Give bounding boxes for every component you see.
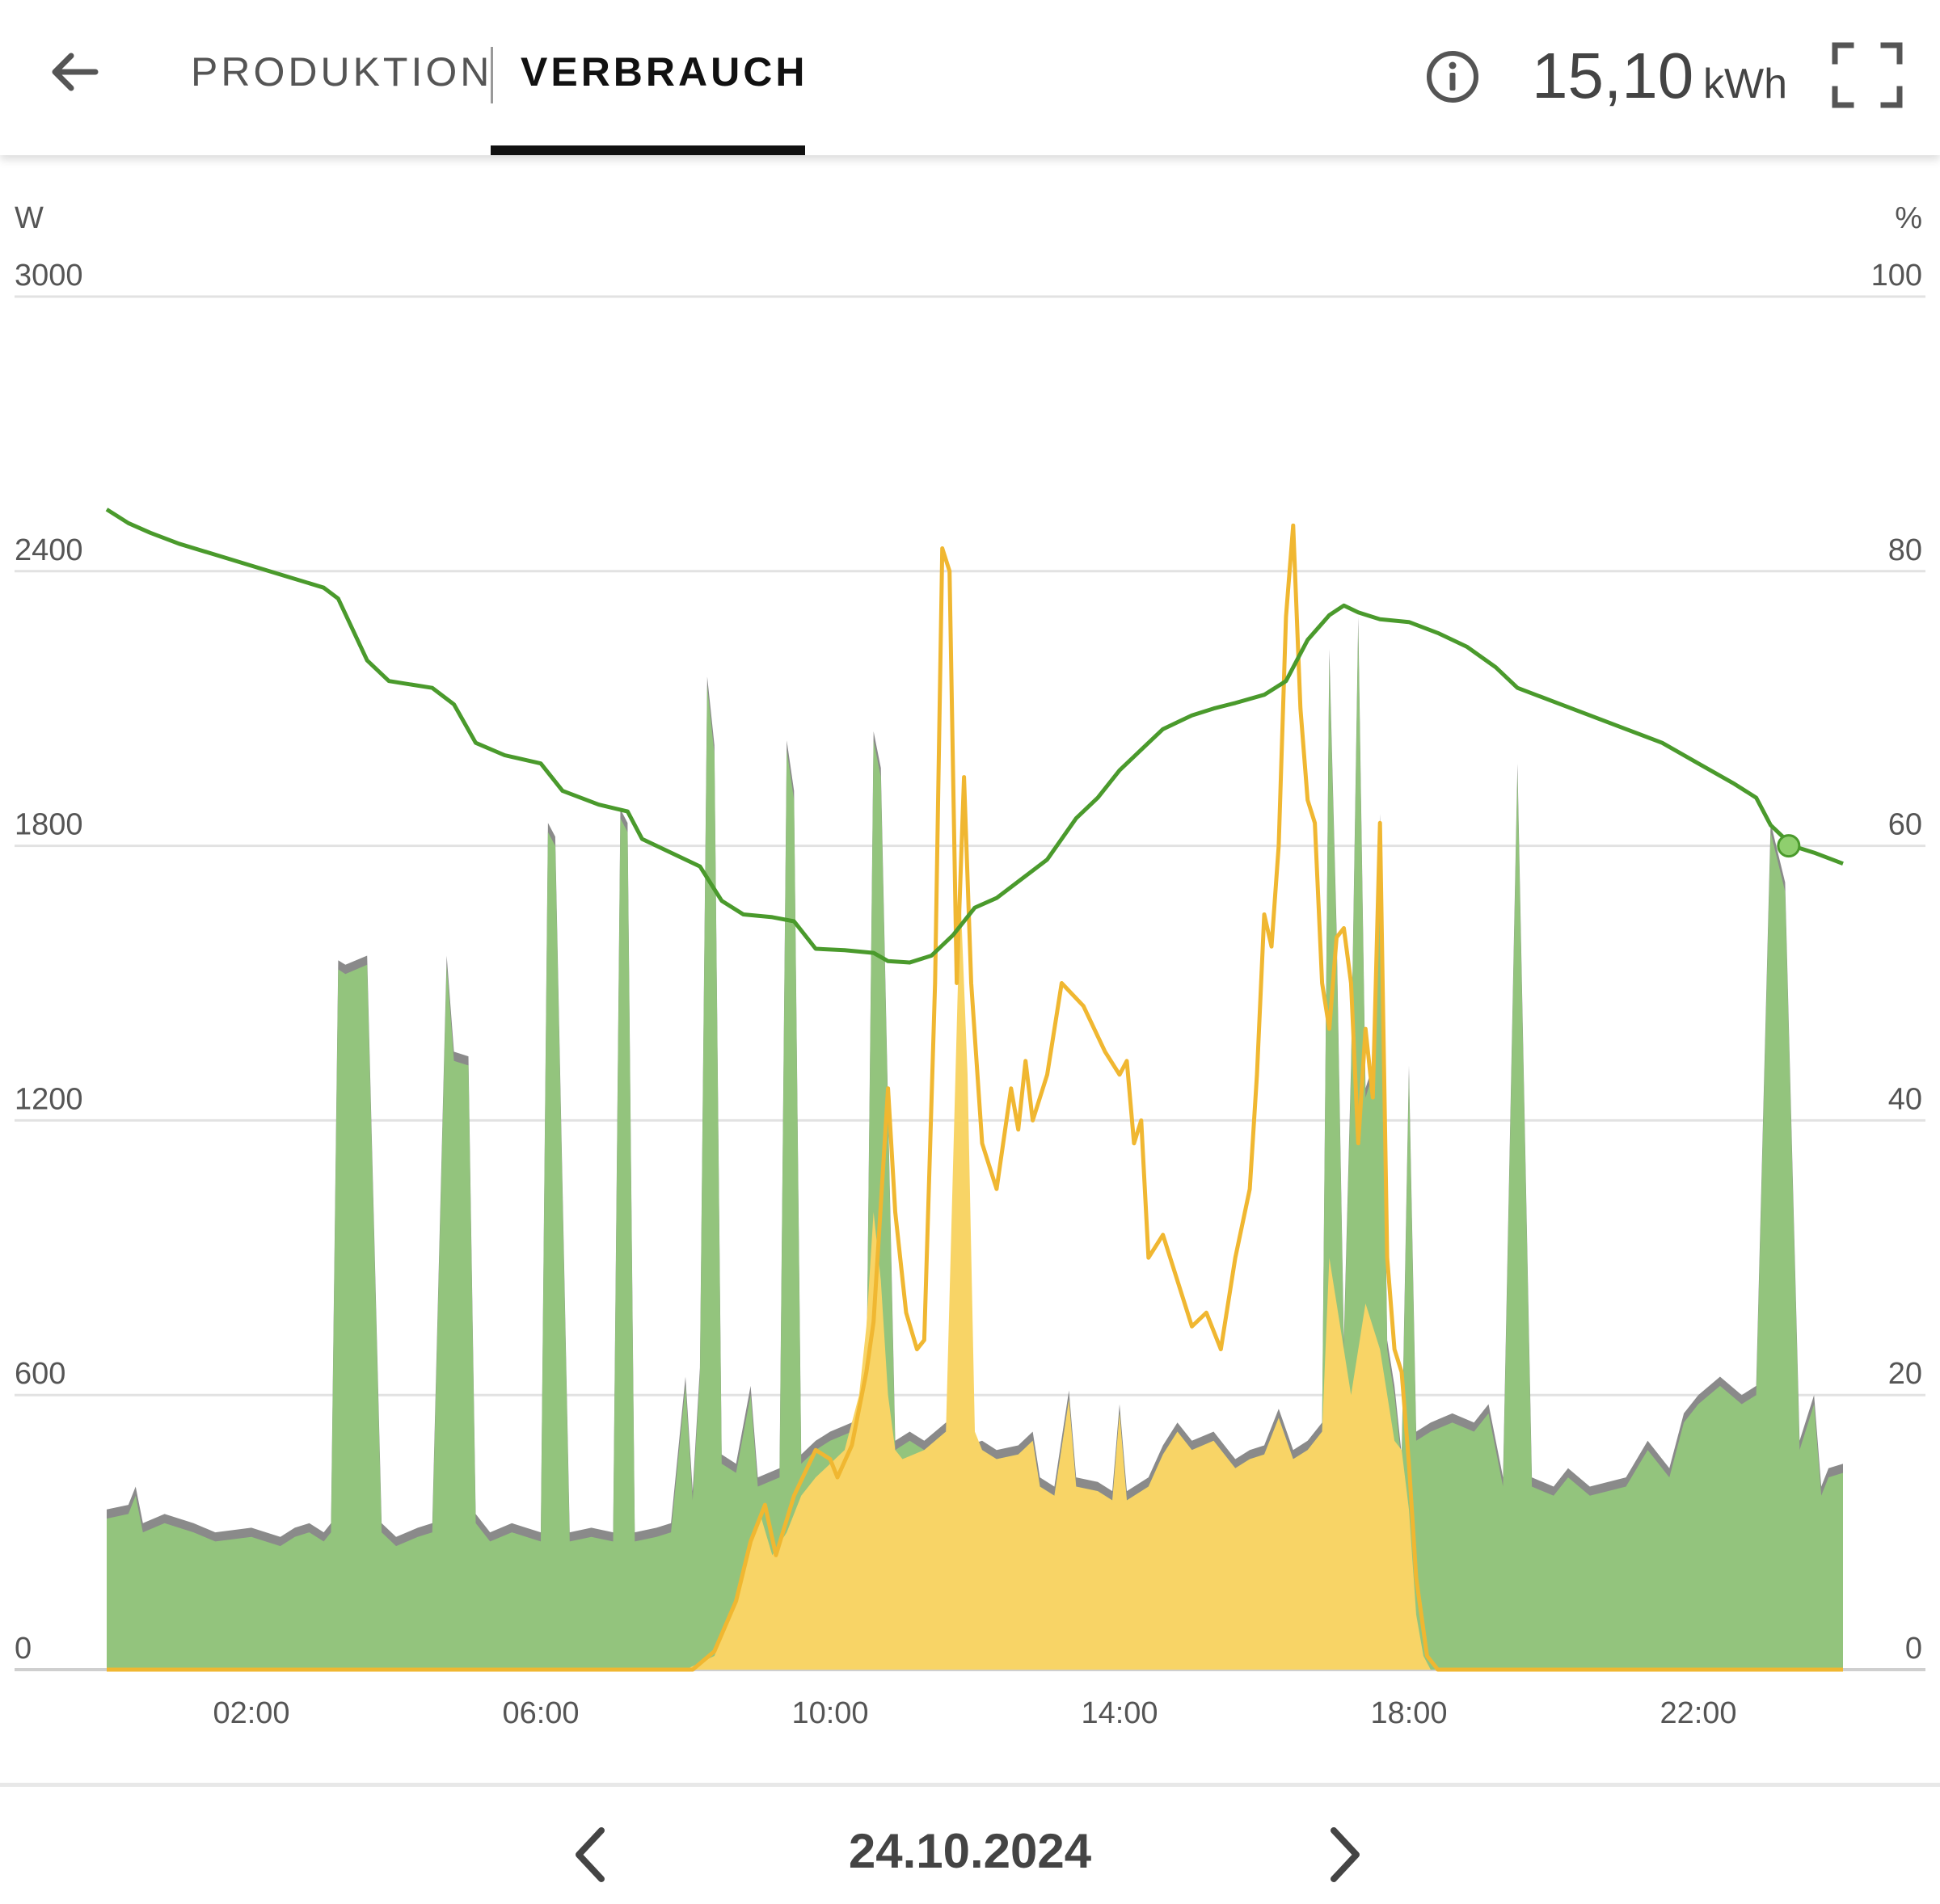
- x-tick-label: 18:00: [1370, 1696, 1447, 1730]
- y-right-tick-label: 80: [1888, 533, 1922, 567]
- y-left-tick-label: 3000: [15, 259, 83, 293]
- x-tick-label: 02:00: [213, 1696, 289, 1730]
- tab-produktion[interactable]: PRODUKTION: [191, 49, 493, 95]
- solar-production-line: [107, 523, 1843, 1672]
- total-energy-unit: kWh: [1703, 61, 1787, 107]
- tab-verbrauch[interactable]: VERBRAUCH: [521, 49, 808, 95]
- x-tick-label: 10:00: [791, 1696, 868, 1730]
- fullscreen-button[interactable]: [1828, 39, 1906, 112]
- x-tick-label: 22:00: [1660, 1696, 1736, 1730]
- y-left-tick-label: 1800: [15, 808, 83, 842]
- chevron-right-icon: [1331, 1827, 1360, 1882]
- back-button[interactable]: [39, 36, 112, 108]
- chart-canvas: 3000 100 2400 80 1800 60 1200 40 600 20 0 0 W % 02:00 0…: [15, 201, 1925, 1730]
- y-right-tick-label: 20: [1888, 1357, 1922, 1391]
- fullscreen-icon: [1832, 42, 1903, 108]
- y-left-tick-label: 1200: [15, 1082, 83, 1116]
- date-label[interactable]: 24.10.2024: [848, 1824, 1092, 1878]
- y-left-unit-label: W: [15, 201, 44, 235]
- info-button[interactable]: [1424, 48, 1481, 105]
- y-left-tick-label: 0: [15, 1632, 32, 1666]
- solar-self-consumption-area: [685, 891, 1431, 1670]
- battery-level-marker: [1777, 834, 1801, 858]
- y-right-tick-label: 100: [1871, 259, 1922, 293]
- active-tab-indicator: [491, 145, 805, 155]
- arrow-left-icon: [52, 53, 99, 91]
- chevron-left-icon: [576, 1827, 605, 1882]
- next-day-button[interactable]: [1313, 1818, 1377, 1891]
- y-right-tick-label: 0: [1905, 1632, 1922, 1666]
- top-bar: PRODUKTION VERBRAUCH 15,10 kWh: [0, 0, 1940, 155]
- tab-divider: [491, 47, 493, 103]
- y-right-tick-label: 60: [1888, 808, 1922, 842]
- battery-level-line: [105, 508, 1844, 965]
- y-right-tick-label: 40: [1888, 1082, 1922, 1116]
- x-tick-label: 06:00: [502, 1696, 579, 1730]
- previous-day-button[interactable]: [558, 1818, 622, 1891]
- total-energy-value: 15,10: [1532, 40, 1694, 112]
- footer-divider: [0, 1783, 1940, 1787]
- info-icon: [1427, 51, 1478, 103]
- y-left-tick-label: 2400: [15, 533, 83, 567]
- y-left-tick-label: 600: [15, 1357, 65, 1391]
- x-tick-label: 14:00: [1081, 1696, 1158, 1730]
- energy-chart: 3000 100 2400 80 1800 60 1200 40 600 20 0 0 W% 02:00 0…: [0, 162, 1940, 1770]
- y-right-unit-label: %: [1895, 201, 1922, 235]
- consumption-area: [107, 626, 1843, 1670]
